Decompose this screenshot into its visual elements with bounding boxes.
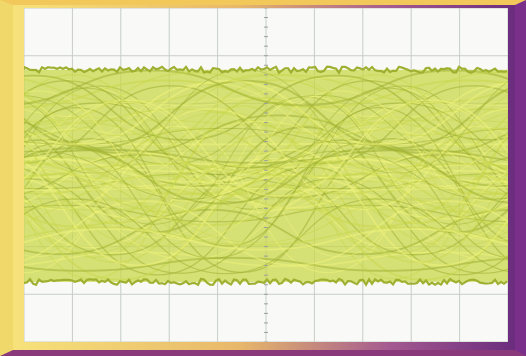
eye-trace-path [24, 80, 508, 176]
eye-trace-path [24, 178, 508, 274]
eye-trace-path [24, 150, 508, 200]
eye-trace-path [24, 183, 508, 247]
eye-top-rail [24, 65, 508, 75]
eye-trace-path [24, 111, 508, 183]
eye-trace-path [24, 148, 508, 267]
eye-trace-path [24, 208, 508, 256]
eye-trace-path [24, 174, 508, 220]
eye-trace-path [24, 95, 508, 239]
eye-trace-path [24, 98, 508, 118]
eye-trace-path [24, 147, 508, 205]
eye-diagram-display [24, 8, 508, 342]
eye-diagram-trace [24, 65, 508, 287]
eye-trace-path [24, 119, 508, 258]
eye-trace-path [24, 74, 508, 104]
eye-trace-path [24, 162, 508, 179]
eye-trace-path [24, 164, 508, 228]
eye-trace-path [24, 228, 508, 251]
eye-trace-path [24, 151, 508, 209]
eye-trace-path [24, 85, 508, 258]
eye-trace-path [24, 79, 508, 158]
eye-trace-path [24, 107, 508, 211]
eye-trace-path [24, 79, 508, 150]
eye-trace-path [24, 102, 508, 169]
eye-trace-path [24, 114, 508, 155]
eye-trace-path [24, 173, 508, 226]
eye-trace-path [24, 96, 508, 225]
eye-trace-path [24, 226, 508, 246]
eye-trace-path [24, 142, 508, 259]
eye-trace-path [24, 85, 508, 164]
eye-trace-path [24, 99, 508, 197]
eye-trace-path [24, 119, 508, 127]
eye-trace-path [24, 122, 508, 174]
eye-trace-path [24, 187, 508, 191]
eye-trace-path [24, 73, 508, 136]
center-axis-ticks [264, 8, 268, 342]
eye-trace-path [24, 173, 508, 190]
eye-trace-path [24, 120, 508, 182]
eye-bottom-rail [24, 277, 508, 287]
eye-trace-path [24, 85, 508, 210]
eye-trace-path [24, 156, 508, 241]
eye-trace-path [24, 116, 508, 157]
eye-trace-path [24, 69, 508, 107]
eye-trace-path [24, 200, 508, 266]
eye-trace-path [24, 72, 508, 123]
oscilloscope-screen [24, 8, 508, 342]
eye-trace-path [24, 127, 508, 195]
eye-trace-path [24, 148, 508, 164]
eye-trace-path [24, 199, 508, 243]
eye-trace-path [24, 77, 508, 107]
eye-trace-path [24, 79, 508, 146]
eye-trace-path [24, 74, 508, 141]
eye-trace-path [24, 108, 508, 136]
eye-trace-path [24, 251, 508, 268]
eye-trace-path [24, 74, 508, 189]
eye-trace-path [24, 125, 508, 274]
eye-trace-path [24, 133, 508, 263]
eye-trace-path [24, 90, 508, 202]
eye-trace-path [24, 69, 508, 174]
eye-trace-path [24, 193, 508, 211]
eye-trace-path [24, 160, 508, 213]
eye-trace-path [24, 164, 508, 254]
